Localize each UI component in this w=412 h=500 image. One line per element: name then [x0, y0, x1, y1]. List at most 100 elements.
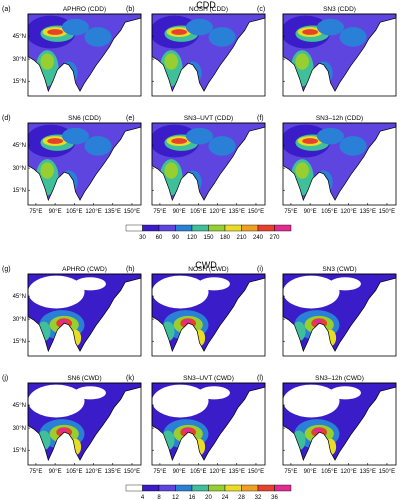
colorbar-swatch [191, 224, 209, 232]
lon-tick-label: 150°E [379, 209, 395, 215]
lon-tick-label: 135°E [105, 469, 121, 475]
colorbar-tick-label: 4 [141, 495, 145, 500]
colorbar-tick-label: 240 [253, 235, 264, 241]
lon-tick-label: 105°E [321, 469, 337, 475]
colorbar-tick-label: 270 [269, 235, 280, 241]
lon-tick-label: 75°E [284, 469, 297, 475]
coastline [282, 122, 397, 202]
panel-tag: (d) [2, 115, 11, 122]
map-panel: (e) SN3–UVT (CDD)75°E 90°E 105°E 120°E 135°E 1… [126, 115, 266, 215]
lon-tick-label: 90°E [304, 469, 317, 475]
coastline [151, 13, 266, 93]
panel-tag: (i) [257, 266, 263, 273]
coastline [151, 382, 266, 462]
map-panel: (d) SN6 (CDD) 45°N 30°N 15°N 75°E 90°E 105°E 120… [2, 115, 142, 215]
lon-tick-label: 120°E [340, 209, 356, 215]
colorbar-swatch [142, 484, 160, 492]
colorbar-swatch [274, 484, 292, 492]
panel-tag: (b) [126, 6, 135, 13]
lon-tick-label: 105°E [321, 209, 337, 215]
lon-tick-label: 105°E [66, 209, 82, 215]
coastline [282, 273, 397, 353]
map-panel: (f) SN3–12h (CDD) 75°E 90°E 105°E 120°E 135°E 1… [257, 115, 397, 215]
panel-title: SN3 (CWD) [322, 266, 356, 273]
map-frame [282, 382, 397, 466]
coastline [282, 382, 397, 462]
lon-tick-label: 105°E [190, 209, 206, 215]
colorbar-swatch [257, 224, 275, 232]
panel-tag: (j) [2, 375, 8, 382]
colorbar-swatch [241, 224, 259, 232]
coastline [282, 13, 397, 93]
lat-tick-label: 30°N [13, 426, 26, 432]
colorbar-swatch [158, 484, 176, 492]
lon-tick-label: 105°E [66, 469, 82, 475]
colorbar-swatch [125, 224, 143, 232]
panel-tag: (e) [126, 115, 135, 122]
lon-tick-label: 90°E [49, 209, 62, 215]
map-frame [151, 122, 266, 206]
panel-tag: (k) [126, 375, 134, 382]
map-frame [151, 273, 266, 357]
panel-title: SN6 (CDD) [68, 115, 101, 122]
lon-tick-label: 120°E [340, 469, 356, 475]
panel-title: SN3–12h (CWD) [315, 375, 364, 382]
lon-tick-label: 135°E [229, 209, 245, 215]
section-title-cdd: CDD [196, 0, 216, 10]
colorbar-swatch [125, 484, 143, 492]
lat-tick-label: 30°N [13, 317, 26, 323]
map-frame [151, 382, 266, 466]
map-frame [27, 382, 142, 466]
colorbar-swatch [224, 224, 242, 232]
colorbar-tick-label: 8 [157, 495, 161, 500]
colorbar-tick-label: 150 [203, 235, 214, 241]
colorbar-tick-label: 20 [205, 495, 212, 500]
lat-tick-label: 15°N [13, 79, 26, 85]
colorbar-swatch [158, 224, 176, 232]
panel-title: APHRO (CWD) [62, 266, 107, 273]
lon-tick-label: 150°E [379, 469, 395, 475]
panel-title: NOSH (CWD) [188, 266, 228, 273]
panel-title: SN3 (CDD) [323, 6, 356, 13]
colorbar-tick-label: 36 [271, 495, 278, 500]
lon-tick-label: 150°E [124, 469, 140, 475]
colorbar-tick-label: 90 [172, 235, 179, 241]
colorbar-swatch [191, 484, 209, 492]
map-frame [27, 13, 142, 97]
map-frame [282, 273, 397, 357]
colorbar-tick-label: 32 [255, 495, 262, 500]
panel-tag: (c) [257, 6, 265, 13]
map-panel: (i) SN3 (CWD) [257, 266, 397, 357]
panel-tag: (g) [2, 266, 11, 273]
lon-tick-label: 120°E [85, 209, 101, 215]
coastline [27, 122, 142, 202]
lon-tick-label: 135°E [360, 209, 376, 215]
panel-tag: (f) [257, 115, 264, 122]
lon-tick-label: 90°E [304, 209, 317, 215]
lat-tick-label: 45°N [13, 403, 26, 409]
panel-title: SN6 (CWD) [67, 375, 101, 382]
map-panel: (c) SN3 (CDD) [257, 6, 397, 97]
coastline [151, 273, 266, 353]
lon-tick-label: 150°E [248, 469, 264, 475]
lon-tick-label: 135°E [229, 469, 245, 475]
lat-tick-label: 45°N [13, 34, 26, 40]
panel-title: NOSH (CDD) [189, 6, 228, 13]
panel-title: SN3–UVT (CWD) [183, 375, 234, 382]
lon-tick-label: 120°E [209, 209, 225, 215]
colorbar-tick-label: 60 [156, 235, 163, 241]
colorbar-swatch [208, 484, 226, 492]
lon-tick-label: 150°E [124, 209, 140, 215]
colorbar-tick-label: 210 [236, 235, 247, 241]
colorbar-tick-label: 28 [238, 495, 245, 500]
lon-tick-label: 120°E [85, 469, 101, 475]
lon-tick-label: 75°E [153, 469, 166, 475]
colorbar-tick-label: 24 [222, 495, 229, 500]
land-field [28, 123, 141, 201]
colorbar-tick-label: 12 [172, 495, 179, 500]
lon-tick-label: 135°E [105, 209, 121, 215]
lon-tick-label: 90°E [49, 469, 62, 475]
lat-tick-label: 30°N [13, 166, 26, 172]
colorbar-swatch [274, 224, 292, 232]
colorbar-swatch [257, 484, 275, 492]
